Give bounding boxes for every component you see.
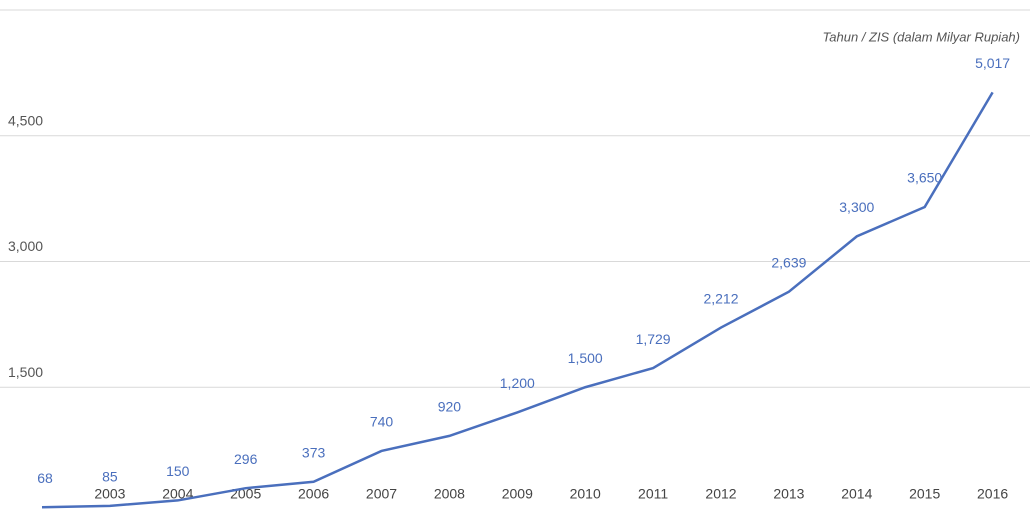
x-tick-label: 2008 <box>434 486 465 502</box>
chart-annotation: Tahun / ZIS (dalam Milyar Rupiah) <box>823 29 1021 44</box>
y-tick-label: 3,000 <box>8 238 43 254</box>
data-label: 1,729 <box>636 331 671 347</box>
data-label: 3,300 <box>839 199 874 215</box>
data-label: 2,212 <box>703 290 738 306</box>
data-label: 68 <box>37 470 53 486</box>
y-tick-label: 4,500 <box>8 112 43 128</box>
x-tick-label: 2009 <box>502 486 533 502</box>
x-tick-label: 2010 <box>570 486 601 502</box>
data-label: 296 <box>234 451 258 467</box>
x-tick-label: 2012 <box>705 486 736 502</box>
x-tick-label: 2014 <box>841 486 872 502</box>
data-label: 150 <box>166 463 190 479</box>
data-line <box>41 91 994 509</box>
data-label: 740 <box>370 414 394 430</box>
data-label: 3,650 <box>907 170 942 186</box>
data-label: 5,017 <box>975 55 1010 71</box>
data-label: 2,639 <box>771 254 806 270</box>
x-tick-label: 2004 <box>162 486 193 502</box>
x-tick-label: 2015 <box>909 486 940 502</box>
data-label: 85 <box>102 469 118 485</box>
x-tick-label: 2013 <box>773 486 804 502</box>
x-tick-label: 2016 <box>977 486 1008 502</box>
x-tick-label: 2006 <box>298 486 329 502</box>
x-tick-label: 2003 <box>94 486 125 502</box>
data-label: 1,200 <box>500 375 535 391</box>
x-tick-label: 2007 <box>366 486 397 502</box>
x-tick-label: 2011 <box>638 486 668 502</box>
data-label: 920 <box>438 399 462 415</box>
data-label: 1,500 <box>568 350 603 366</box>
y-tick-label: 1,500 <box>8 364 43 380</box>
data-label: 373 <box>302 444 326 460</box>
